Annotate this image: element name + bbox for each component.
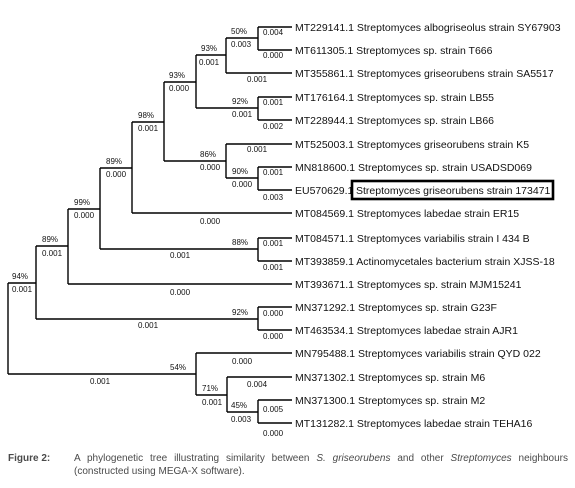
branch-length: 0.000	[169, 84, 190, 93]
branch-length: 0.001	[263, 168, 284, 177]
bootstrap-value: 94%	[12, 272, 28, 281]
tip-label: MT229141.1 Streptomyces albogriseolus st…	[295, 22, 561, 34]
branch-length: 0.001	[138, 321, 159, 330]
branch-length: 0.004	[263, 28, 284, 37]
branch-length: 0.001	[138, 124, 159, 133]
branch-length: 0.001	[247, 145, 268, 154]
caption-text: A phylogenetic tree illustrating similar…	[74, 452, 568, 478]
caption-label: Figure 2:	[8, 453, 51, 464]
bootstrap-values: 50% 93% 93% 92% 98% 86% 90% 89% 99% 88% …	[12, 27, 248, 410]
branch-length: 0.000	[170, 288, 191, 297]
tip-label: MN371292.1 Streptomyces sp. strain G23F	[295, 302, 497, 314]
tip-label: MT393671.1 Streptomyces sp. strain MJM15…	[295, 279, 522, 291]
bootstrap-value: 54%	[170, 363, 186, 372]
bootstrap-value: 50%	[231, 27, 247, 36]
branch-length: 0.003	[231, 40, 252, 49]
branch-length: 0.001	[263, 263, 284, 272]
branch-length: 0.003	[231, 415, 252, 424]
branch-length: 0.001	[90, 377, 111, 386]
tip-label: MN371300.1 Streptomyces sp. strain M2	[295, 395, 485, 407]
branch-length: 0.001	[199, 58, 220, 67]
figure-caption: Figure 2: A phylogenetic tree illustrati…	[8, 452, 568, 478]
bootstrap-value: 93%	[201, 44, 217, 53]
caption-species: S. griseorubens	[316, 453, 391, 464]
branch-length: 0.001	[247, 75, 268, 84]
branch-length: 0.000	[200, 217, 221, 226]
phylogenetic-tree: MT229141.1 Streptomyces albogriseolus st…	[7, 22, 561, 438]
branch-length: 0.001	[12, 285, 33, 294]
branch-length: 0.001	[202, 398, 223, 407]
branch-length: 0.003	[263, 193, 284, 202]
branch-length: 0.001	[170, 251, 191, 260]
branch-length: 0.001	[263, 239, 284, 248]
caption-line-1: A phylogenetic tree illustrating similar…	[74, 452, 568, 465]
tip-labels: MT229141.1 Streptomyces albogriseolus st…	[295, 22, 561, 430]
bootstrap-value: 92%	[232, 97, 248, 106]
tip-label: MT393859.1 Actinomycetales bacterium str…	[295, 256, 555, 268]
tip-label: MN795488.1 Streptomyces variabilis strai…	[295, 348, 541, 360]
branch-length: 0.000	[106, 170, 127, 179]
tip-label: MN371302.1 Streptomyces sp. strain M6	[295, 372, 485, 384]
branch-length: 0.000	[74, 211, 95, 220]
bootstrap-value: 98%	[138, 111, 154, 120]
tip-label: MT084569.1 Streptomyces labedae strain E…	[295, 208, 519, 220]
branch-length: 0.000	[232, 180, 253, 189]
tip-label: EU570629.1	[295, 185, 354, 197]
branch-length: 0.000	[200, 163, 221, 172]
bootstrap-value: 88%	[232, 238, 248, 247]
branch-length: 0.004	[247, 380, 268, 389]
tip-label: MT084571.1 Streptomyces variabilis strai…	[295, 233, 530, 245]
caption-text-1: A phylogenetic tree illustrating similar…	[74, 453, 317, 464]
branch-length: 0.001	[42, 249, 63, 258]
tip-label: MT176164.1 Streptomyces sp. strain LB55	[295, 92, 494, 104]
bootstrap-value: 93%	[169, 71, 185, 80]
tip-label: MT525003.1 Streptomyces griseorubens str…	[295, 139, 529, 151]
tip-label: MT228944.1 Streptomyces sp. strain LB66	[295, 115, 494, 127]
tip-label: MT131282.1 Streptomyces labedae strain T…	[295, 418, 533, 430]
bootstrap-value: 99%	[74, 198, 90, 207]
branch-lengths: 0.003 0.001 0.000 0.001 0.001 0.000 0.00…	[12, 28, 284, 438]
branch-length: 0.000	[263, 429, 284, 438]
tree-branches	[7, 26, 292, 424]
branch-length: 0.000	[263, 332, 284, 341]
bootstrap-value: 90%	[232, 167, 248, 176]
branch-length: 0.002	[263, 122, 284, 131]
branch-length: 0.000	[232, 357, 253, 366]
bootstrap-value: 89%	[106, 157, 122, 166]
bootstrap-value: 89%	[42, 235, 58, 244]
highlighted-tip-label: Streptomyces griseorubens strain 173471	[356, 185, 551, 197]
bootstrap-value: 92%	[232, 308, 248, 317]
tip-label: MT355861.1 Streptomyces griseorubens str…	[295, 68, 554, 80]
caption-text-2: and other	[390, 453, 451, 464]
branch-length: 0.000	[263, 51, 284, 60]
tip-label: MT463534.1 Streptomyces labedae strain A…	[295, 325, 518, 337]
branch-length: 0.001	[232, 110, 253, 119]
tip-label: MN818600.1 Streptomyces sp. strain USADS…	[295, 162, 532, 174]
bootstrap-value: 71%	[202, 384, 218, 393]
branch-length: 0.000	[263, 309, 284, 318]
branch-length: 0.001	[263, 98, 284, 107]
caption-text-3: neighbours	[511, 453, 569, 464]
caption-genus: Streptomyces	[450, 453, 512, 464]
highlight-box	[350, 179, 555, 201]
branch-length: 0.005	[263, 405, 284, 414]
bootstrap-value: 86%	[200, 150, 216, 159]
bootstrap-value: 45%	[231, 401, 247, 410]
tip-label: MT611305.1 Streptomyces sp. strain T666	[295, 45, 493, 57]
caption-line-2: (constructed using MEGA-X software).	[74, 466, 245, 477]
